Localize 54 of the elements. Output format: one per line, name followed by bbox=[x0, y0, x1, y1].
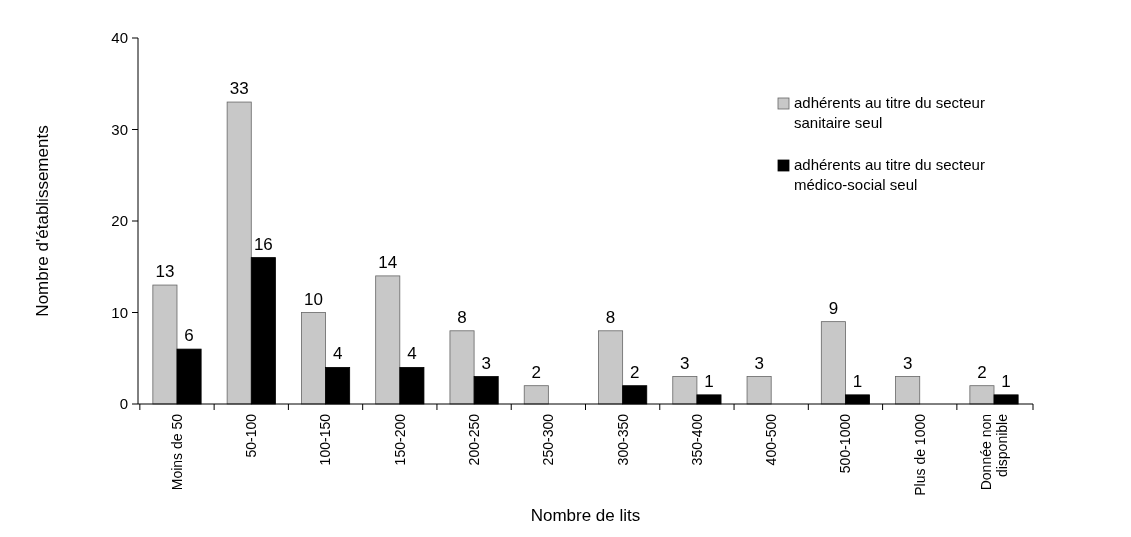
bar bbox=[226, 101, 252, 405]
data-label: 2 bbox=[629, 362, 640, 382]
data-label: 3 bbox=[481, 353, 491, 373]
legend-label: adhérents au titre du secteur médico-social seul bbox=[794, 156, 985, 193]
bar bbox=[895, 376, 921, 405]
bar bbox=[746, 376, 772, 405]
x-tick-label: Plus de 1000 bbox=[911, 413, 928, 496]
y-tick-label: 0 bbox=[119, 395, 128, 413]
data-label: 4 bbox=[332, 344, 343, 364]
bar bbox=[523, 385, 549, 405]
y-tick-label: 10 bbox=[111, 303, 128, 321]
x-tick-label: 350-400 bbox=[688, 413, 705, 466]
data-label: 16 bbox=[253, 234, 273, 254]
data-label: 3 bbox=[680, 353, 690, 373]
data-label: 10 bbox=[304, 289, 323, 309]
data-label: 3 bbox=[754, 353, 764, 373]
bar bbox=[449, 330, 475, 405]
bar bbox=[301, 312, 326, 405]
data-label: 8 bbox=[605, 307, 616, 327]
x-tick-label: 150-200 bbox=[391, 413, 408, 466]
legend-label: adhérents au titre du secteur sanitaire seul bbox=[794, 94, 985, 131]
x-tick-label: 250-300 bbox=[540, 413, 557, 466]
bar bbox=[375, 275, 401, 405]
data-label: 2 bbox=[977, 362, 987, 382]
x-axis-title: Nombre de lits bbox=[530, 506, 641, 525]
bar bbox=[672, 376, 698, 405]
y-tick-label: 30 bbox=[111, 120, 128, 138]
data-label: 14 bbox=[378, 252, 398, 272]
bar bbox=[969, 385, 995, 405]
bar bbox=[152, 284, 178, 405]
data-label: 13 bbox=[155, 262, 175, 282]
data-label: 6 bbox=[184, 326, 194, 346]
data-label: 9 bbox=[828, 298, 839, 318]
x-tick-label: Donnée non disponible bbox=[978, 413, 1010, 491]
data-label: 33 bbox=[229, 79, 249, 99]
data-label: 1 bbox=[1001, 371, 1011, 391]
y-axis-title: Nombre d'établissements bbox=[33, 125, 52, 317]
y-tick-label: 40 bbox=[111, 29, 128, 47]
x-tick-label: 400-500 bbox=[763, 413, 780, 466]
x-tick-label: 200-250 bbox=[465, 413, 482, 466]
x-tick-label: 500-1000 bbox=[837, 413, 854, 474]
y-tick-label: 20 bbox=[111, 212, 128, 230]
data-label: 3 bbox=[902, 353, 913, 373]
bar bbox=[820, 321, 846, 405]
x-tick-label: 50-100 bbox=[243, 413, 260, 458]
data-label: 1 bbox=[704, 371, 714, 391]
data-label: 4 bbox=[407, 344, 417, 364]
data-label: 8 bbox=[457, 307, 467, 327]
bar bbox=[598, 330, 624, 405]
x-tick-label: Moins de 50 bbox=[168, 413, 185, 491]
data-label: 2 bbox=[531, 362, 542, 382]
x-tick-label: 100-150 bbox=[317, 413, 334, 466]
x-tick-label: 300-350 bbox=[614, 413, 631, 466]
data-label: 1 bbox=[852, 371, 863, 391]
